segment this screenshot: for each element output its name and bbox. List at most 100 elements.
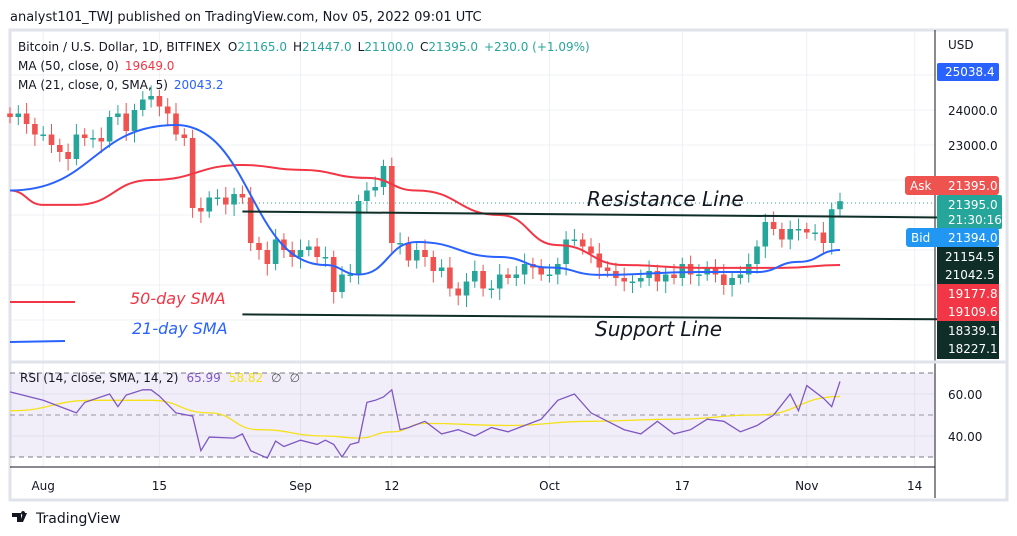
tradingview-logo[interactable]: TradingView [12,511,121,527]
candle-up [745,264,752,275]
support-annotation: Support Line [595,317,722,341]
candle-up [140,99,146,110]
svg-text:MA (50, close, 0)19649.0: MA (50, close, 0) 19649.0 [18,59,174,73]
candle-down [770,222,777,229]
candle-down [32,124,38,135]
bid-label: Bid [911,231,930,245]
sma21-legend-line [9,340,66,343]
candle-up [73,134,80,159]
candle-up [754,246,760,264]
time-tick-label: 15 [152,479,167,493]
close-value: 21395.0 [428,40,478,54]
time-axis[interactable]: Aug 15 Sep 12 Oct 17 Nov 14 [31,479,922,493]
candle-up [380,166,387,187]
time-tick-label: Aug [31,479,54,493]
candle-down [239,194,246,198]
rsi-legend-value: 65.99 [186,371,220,385]
candle-down [671,274,677,278]
candle-up [521,264,528,275]
candle-up [496,274,503,289]
candle-up [214,197,221,199]
candle-down [164,106,171,114]
open-value: 21165.0 [237,40,287,54]
svg-text:RSI (14, close, SMA, 14, 2)65.: RSI (14, close, SMA, 14, 2) 65.99 58.82 ∅ ∅ [20,371,300,385]
sma21-annotation: 21-day SMA [132,319,228,338]
brand-name: TradingView [35,511,121,527]
ask-label: Ask [910,179,931,193]
rsi-tick: 40.00 [948,430,982,444]
candle-down [422,250,428,257]
resistance-line [242,210,940,219]
candle-down [156,96,163,107]
candle-down [712,267,719,275]
ask-value: 21395.0 [948,179,998,193]
candle-up [646,271,652,278]
candle-down [654,271,661,282]
rsi-signal-line [9,395,841,439]
candle-down [57,145,63,152]
candle-up [397,243,403,245]
bar-countdown: 21:30:16 [948,213,1002,227]
candle-down [779,229,785,240]
price-axis[interactable]: USD 25038.4 24000.0 23000.0 Ask 21395.0 … [905,38,1002,444]
candle-down [579,239,586,247]
low-label: L [358,40,365,54]
candle-up [488,288,495,290]
high-label: H [293,40,302,54]
rsi-extra-1: ∅ [271,371,281,385]
candle-up [679,264,686,278]
ask-badge [905,176,999,195]
candle-down [820,232,827,243]
ma-top-value: 25038.4 [945,65,995,79]
candle-down [256,243,262,250]
candle-up [837,201,843,210]
candle-down [804,229,810,233]
ma50-line [9,163,841,269]
candle-up [206,197,212,212]
ma21-line [9,124,841,276]
tradingview-logo-icon [12,511,27,522]
candle-up [347,274,354,276]
ma-price-lower: 19109.6 [948,305,998,319]
ma50-legend-label[interactable]: MA (50, close, 0) [18,59,119,73]
candle-down [281,239,287,250]
bid-badge [906,228,999,247]
ma-price-badge [937,284,999,321]
sma50-annotation: 50-day SMA [130,289,226,308]
svg-text:MA (21, close, 0, SMA, 5)20043: MA (21, close, 0, SMA, 5) 20043.2 [18,78,224,92]
candle-up [513,274,520,278]
svg-text:Bitcoin / U.S. Dollar, 1D, BIT: Bitcoin / U.S. Dollar, 1D, BITFINEX O2116… [18,40,590,54]
candle-down [721,274,727,285]
time-tick-label: 12 [384,479,399,493]
candle-up [555,264,561,275]
candle-up [762,222,769,247]
candle-up [563,239,569,264]
bid-value: 21394.0 [948,231,998,245]
candle-down [314,246,320,257]
candle-down [23,113,30,124]
candle-up [231,194,237,205]
candle-down [198,208,204,212]
candle-down [65,152,71,159]
rsi-signal-value: 58.82 [229,371,263,385]
low-value: 21100.0 [364,40,414,54]
rsi-legend-label[interactable]: RSI (14, close, SMA, 14, 2) [20,371,178,385]
price-tick: 24000.0 [948,104,998,118]
candle-up [131,110,138,131]
candle-down [621,278,627,282]
candle-down [330,257,337,292]
candle-up [90,138,96,140]
candle-up [546,274,553,276]
close-label: C [420,40,428,54]
rsi-extra-2: ∅ [290,371,300,385]
symbol-title[interactable]: Bitcoin / U.S. Dollar, 1D, BITFINEX [18,40,220,54]
candle-up [306,246,312,250]
support-line [242,313,940,321]
candle-up [704,267,710,275]
chart-frame [8,28,1009,502]
candle-up [355,201,362,275]
candle-up [40,134,46,136]
rsi-line [9,381,841,459]
ma21-legend-label[interactable]: MA (21, close, 0, SMA, 5) [18,78,168,92]
